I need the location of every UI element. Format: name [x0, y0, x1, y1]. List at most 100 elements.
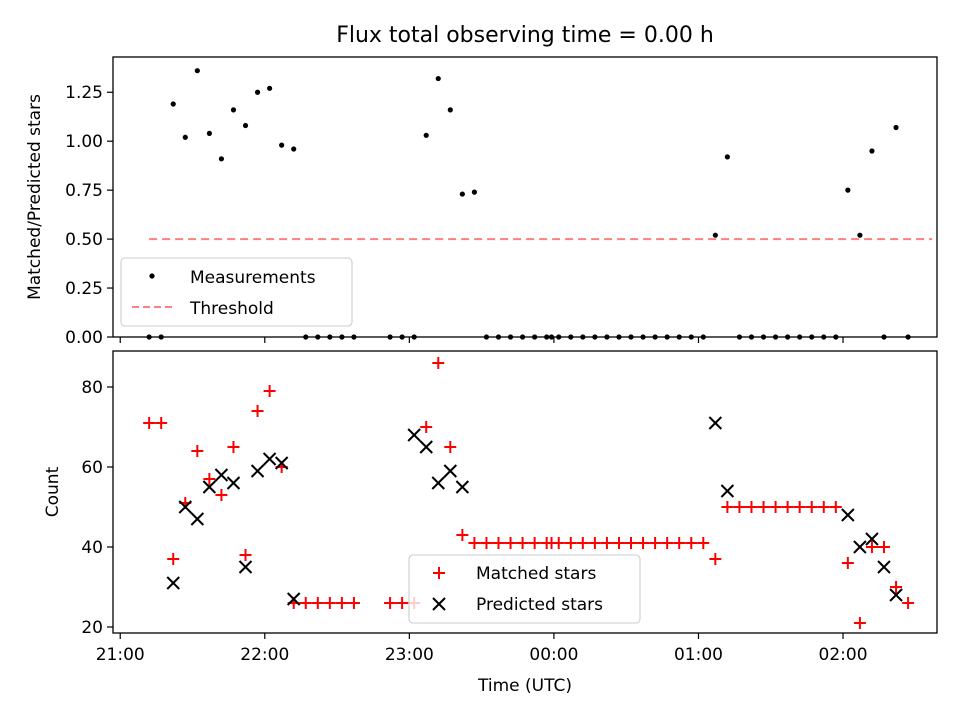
- matched-star-point: [191, 445, 204, 457]
- bottom-y-tick-label: 20: [81, 618, 103, 638]
- measurement-point: [507, 334, 514, 340]
- predicted-star-point: [250, 464, 265, 478]
- matched-star-point: [697, 537, 710, 549]
- measurement-point: [857, 232, 863, 238]
- matched-star-point: [456, 529, 469, 541]
- matched-star-point: [612, 537, 625, 549]
- matched-star-point: [721, 501, 734, 513]
- measurement-point: [544, 334, 550, 340]
- matched-star-point: [432, 357, 445, 369]
- measurement-point: [616, 334, 622, 340]
- measurement-point: [881, 334, 887, 340]
- top-y-tick-label: 0.75: [65, 181, 103, 201]
- measurement-point: [905, 334, 911, 340]
- matched-star-point: [203, 473, 216, 485]
- measurement-point: [676, 334, 682, 340]
- predicted-star-point: [226, 476, 241, 490]
- top-y-tick-label: 0.50: [65, 230, 103, 250]
- measurement-point: [495, 334, 502, 340]
- matched-star-point: [468, 537, 481, 549]
- bottom-legend: Matched stars Predicted stars: [408, 554, 641, 624]
- matched-star-point: [841, 557, 854, 569]
- bottom-x-tick-label: 21:00: [96, 645, 145, 665]
- measurement-point: [399, 334, 405, 340]
- matched-star-point: [853, 617, 866, 629]
- predicted-star-point: [274, 456, 289, 470]
- measurement-point: [869, 148, 875, 154]
- measurement-point: [411, 334, 417, 340]
- measurement-point: [435, 75, 441, 82]
- measurement-point: [736, 334, 743, 340]
- matched-star-point: [733, 501, 746, 513]
- predicted-star-point: [431, 476, 445, 490]
- matched-star-point: [299, 597, 312, 609]
- measurement-point: [218, 156, 225, 162]
- measurement-point: [893, 124, 899, 131]
- bottom-y-tick-label: 60: [81, 458, 103, 478]
- matched-star-point: [396, 597, 409, 609]
- matched-star-point: [528, 537, 541, 549]
- matched-star-point: [155, 417, 168, 429]
- measurement-point: [797, 334, 803, 340]
- matched-star-point: [757, 501, 770, 513]
- matched-star-point: [552, 537, 565, 549]
- measurement-point: [628, 334, 634, 340]
- measurement-point: [146, 334, 152, 340]
- measurement-point: [712, 232, 718, 238]
- matched-stars-points: [143, 357, 915, 629]
- measurement-point: [242, 122, 249, 129]
- matched-star-point: [239, 549, 252, 561]
- measurement-point: [700, 334, 706, 340]
- measurement-point: [267, 85, 273, 91]
- measurement-point: [760, 334, 767, 340]
- measurement-point: [423, 132, 429, 138]
- matched-star-point: [347, 597, 360, 609]
- measurement-point: [556, 334, 562, 340]
- measurement-point: [483, 334, 490, 340]
- measurement-point: [315, 334, 321, 340]
- predicted-star-point: [262, 452, 277, 466]
- measurement-point: [387, 334, 393, 340]
- bottom-y-axis: 20 40 60 80: [81, 378, 113, 638]
- matched-star-point: [781, 501, 794, 513]
- predicted-star-point: [178, 500, 192, 514]
- bottom-y-tick-label: 80: [81, 378, 103, 398]
- measurement-point: [652, 334, 658, 340]
- predicted-star-point: [286, 592, 301, 606]
- top-y-axis: 0.00 0.25 0.50 0.75 1.00 1.25: [65, 83, 113, 348]
- predicted-star-point: [853, 540, 867, 554]
- bottom-x-tick-label: 00:00: [529, 645, 578, 665]
- matched-star-point: [625, 537, 638, 549]
- measurement-point: [772, 334, 779, 340]
- bottom-x-tick-label: 23:00: [385, 645, 434, 665]
- predicted-star-point: [407, 428, 421, 442]
- measurement-point: [170, 101, 176, 107]
- measurement-point: [447, 107, 453, 113]
- measurement-point: [785, 334, 791, 340]
- predicted-star-point: [202, 480, 217, 494]
- predicted-star-point: [166, 576, 180, 590]
- measurement-point: [845, 187, 851, 193]
- bottom-legend-frame: [408, 554, 641, 624]
- predicted-star-point: [865, 532, 879, 546]
- matched-star-point: [516, 537, 529, 549]
- bottom-x-axis: 21:00 22:00 23:00 00:00 01:00 02:00: [96, 633, 868, 665]
- measurement-point: [748, 334, 755, 340]
- legend-measurements-marker: [149, 273, 155, 279]
- measurement-point: [809, 334, 815, 340]
- matched-star-point: [865, 541, 878, 553]
- measurement-point: [532, 334, 538, 340]
- measurement-point: [592, 334, 598, 340]
- measurement-point: [279, 142, 285, 148]
- matched-star-point: [384, 597, 397, 609]
- top-legend-frame: [120, 257, 353, 327]
- predicted-star-point: [190, 512, 205, 526]
- matched-star-point: [649, 537, 662, 549]
- bottom-x-axis-label: Time (UTC): [477, 676, 572, 696]
- matched-star-point: [600, 537, 613, 549]
- predicted-star-point: [708, 416, 723, 430]
- top-x-tick-marks: [119, 337, 844, 343]
- measurement-point: [604, 334, 610, 340]
- measurement-point: [833, 334, 839, 340]
